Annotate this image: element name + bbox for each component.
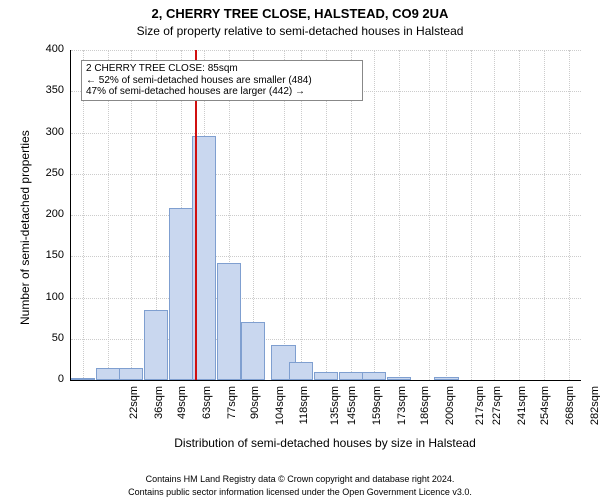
gridline-vertical — [471, 50, 472, 380]
histogram-bar — [96, 368, 120, 380]
plot-area: 2 CHERRY TREE CLOSE: 85sqm← 52% of semi-… — [70, 50, 581, 381]
histogram-bar — [169, 208, 193, 380]
x-tick-label: 145sqm — [346, 386, 358, 436]
x-tick-label: 268sqm — [564, 386, 576, 436]
x-tick-label: 217sqm — [474, 386, 486, 436]
histogram-bar — [362, 372, 386, 380]
x-tick-label: 241sqm — [516, 386, 528, 436]
annotation-line: 47% of semi-detached houses are larger (… — [86, 86, 358, 98]
x-tick-label: 104sqm — [274, 386, 286, 436]
y-tick-label: 400 — [30, 43, 64, 55]
x-tick-label: 49sqm — [176, 386, 188, 436]
histogram-bar — [339, 372, 363, 380]
y-tick-label: 150 — [30, 249, 64, 261]
x-tick-label: 22sqm — [128, 386, 140, 436]
x-tick-label: 159sqm — [371, 386, 383, 436]
annotation-line: 2 CHERRY TREE CLOSE: 85sqm — [86, 63, 358, 75]
x-tick-label: 282sqm — [589, 386, 600, 436]
histogram-bar — [387, 377, 411, 380]
gridline-vertical — [399, 50, 400, 380]
x-tick-label: 77sqm — [226, 386, 238, 436]
y-tick-label: 200 — [30, 208, 64, 220]
y-tick-label: 50 — [30, 332, 64, 344]
x-axis-title: Distribution of semi-detached houses by … — [70, 436, 580, 450]
annotation-box: 2 CHERRY TREE CLOSE: 85sqm← 52% of semi-… — [81, 60, 363, 101]
histogram-bar — [434, 377, 458, 380]
footer-line2: Contains public sector information licen… — [0, 487, 600, 497]
x-tick-label: 63sqm — [201, 386, 213, 436]
gridline-vertical — [446, 50, 447, 380]
y-tick-label: 350 — [30, 84, 64, 96]
x-tick-label: 186sqm — [419, 386, 431, 436]
histogram-bar — [71, 378, 95, 380]
x-tick-label: 227sqm — [491, 386, 503, 436]
gridline-vertical — [544, 50, 545, 380]
gridline-vertical — [494, 50, 495, 380]
x-tick-label: 173sqm — [396, 386, 408, 436]
gridline-vertical — [374, 50, 375, 380]
gridline-vertical — [519, 50, 520, 380]
histogram-bar — [217, 263, 241, 380]
x-tick-label: 118sqm — [298, 386, 310, 436]
x-tick-label: 135sqm — [329, 386, 341, 436]
y-tick-label: 250 — [30, 167, 64, 179]
y-tick-label: 300 — [30, 126, 64, 138]
histogram-bar — [119, 368, 143, 380]
histogram-bar — [314, 372, 338, 380]
y-tick-label: 100 — [30, 291, 64, 303]
x-tick-label: 254sqm — [539, 386, 551, 436]
x-tick-label: 36sqm — [153, 386, 165, 436]
chart-title-line2: Size of property relative to semi-detach… — [0, 24, 600, 38]
chart-title-line1: 2, CHERRY TREE CLOSE, HALSTEAD, CO9 2UA — [0, 6, 600, 21]
histogram-bar — [289, 362, 313, 380]
gridline-vertical — [429, 50, 430, 380]
x-tick-label: 90sqm — [249, 386, 261, 436]
histogram-bar — [241, 322, 265, 380]
histogram-bar — [144, 310, 168, 380]
gridline-vertical — [569, 50, 570, 380]
chart-canvas: 2, CHERRY TREE CLOSE, HALSTEAD, CO9 2UA … — [0, 0, 600, 500]
y-tick-label: 0 — [30, 373, 64, 385]
x-tick-label: 200sqm — [444, 386, 456, 436]
footer-line1: Contains HM Land Registry data © Crown c… — [0, 474, 600, 484]
annotation-line: ← 52% of semi-detached houses are smalle… — [86, 75, 358, 87]
